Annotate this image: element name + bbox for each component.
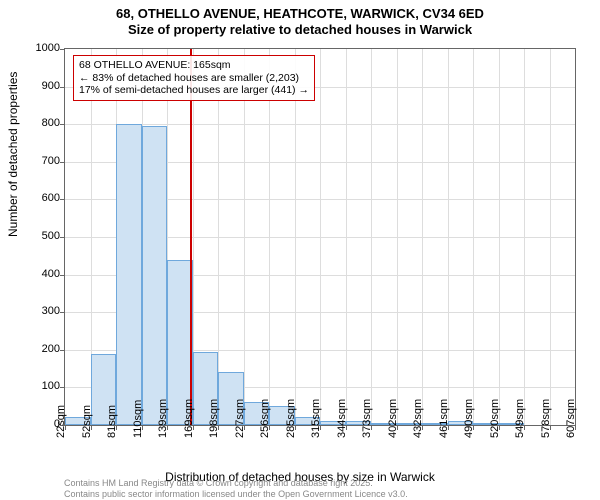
gridline-v	[269, 49, 270, 425]
ytick-mark	[60, 350, 65, 351]
title-address: 68, OTHELLO AVENUE, HEATHCOTE, WARWICK, …	[0, 6, 600, 22]
ytick-label: 500	[24, 230, 60, 242]
gridline-v	[473, 49, 474, 425]
histogram-bar	[116, 124, 142, 425]
annotation-line2: ← 83% of detached houses are smaller (2,…	[79, 72, 309, 85]
ytick-label: 1000	[24, 42, 60, 54]
ytick-mark	[60, 49, 65, 50]
ytick-label: 800	[24, 117, 60, 129]
ytick-mark	[60, 199, 65, 200]
gridline-v	[448, 49, 449, 425]
footer-line1: Contains HM Land Registry data © Crown c…	[64, 478, 408, 489]
title-subtitle: Size of property relative to detached ho…	[0, 22, 600, 38]
ytick-label: 200	[24, 343, 60, 355]
annotation-line3: 17% of semi-detached houses are larger (…	[79, 84, 309, 97]
gridline-v	[397, 49, 398, 425]
ytick-mark	[60, 387, 65, 388]
gridline-v	[524, 49, 525, 425]
ytick-mark	[60, 124, 65, 125]
ytick-mark	[60, 275, 65, 276]
ytick-mark	[60, 87, 65, 88]
chart-container: 68, OTHELLO AVENUE, HEATHCOTE, WARWICK, …	[0, 0, 600, 500]
annotation-line1: 68 OTHELLO AVENUE: 165sqm	[79, 59, 309, 72]
gridline-v	[218, 49, 219, 425]
ytick-label: 400	[24, 268, 60, 280]
ytick-label: 300	[24, 305, 60, 317]
gridline-v	[371, 49, 372, 425]
histogram-bar	[142, 126, 168, 425]
footer: Contains HM Land Registry data © Crown c…	[64, 478, 408, 500]
gridline-v	[244, 49, 245, 425]
gridline-v	[422, 49, 423, 425]
ytick-label: 900	[24, 80, 60, 92]
ytick-mark	[60, 312, 65, 313]
gridline-v	[346, 49, 347, 425]
ytick-label: 700	[24, 155, 60, 167]
annotation-box: 68 OTHELLO AVENUE: 165sqm ← 83% of detac…	[73, 55, 315, 101]
plot-area: 68 OTHELLO AVENUE: 165sqm ← 83% of detac…	[64, 48, 576, 426]
ytick-mark	[60, 162, 65, 163]
y-axis-label: Number of detached properties	[6, 72, 20, 237]
gridline-v	[499, 49, 500, 425]
gridline-v	[295, 49, 296, 425]
chart-title: 68, OTHELLO AVENUE, HEATHCOTE, WARWICK, …	[0, 0, 600, 39]
ytick-label: 100	[24, 380, 60, 392]
gridline-v	[320, 49, 321, 425]
reference-line	[190, 49, 192, 425]
ytick-mark	[60, 237, 65, 238]
gridline-v	[550, 49, 551, 425]
footer-line2: Contains public sector information licen…	[64, 489, 408, 500]
ytick-label: 600	[24, 192, 60, 204]
